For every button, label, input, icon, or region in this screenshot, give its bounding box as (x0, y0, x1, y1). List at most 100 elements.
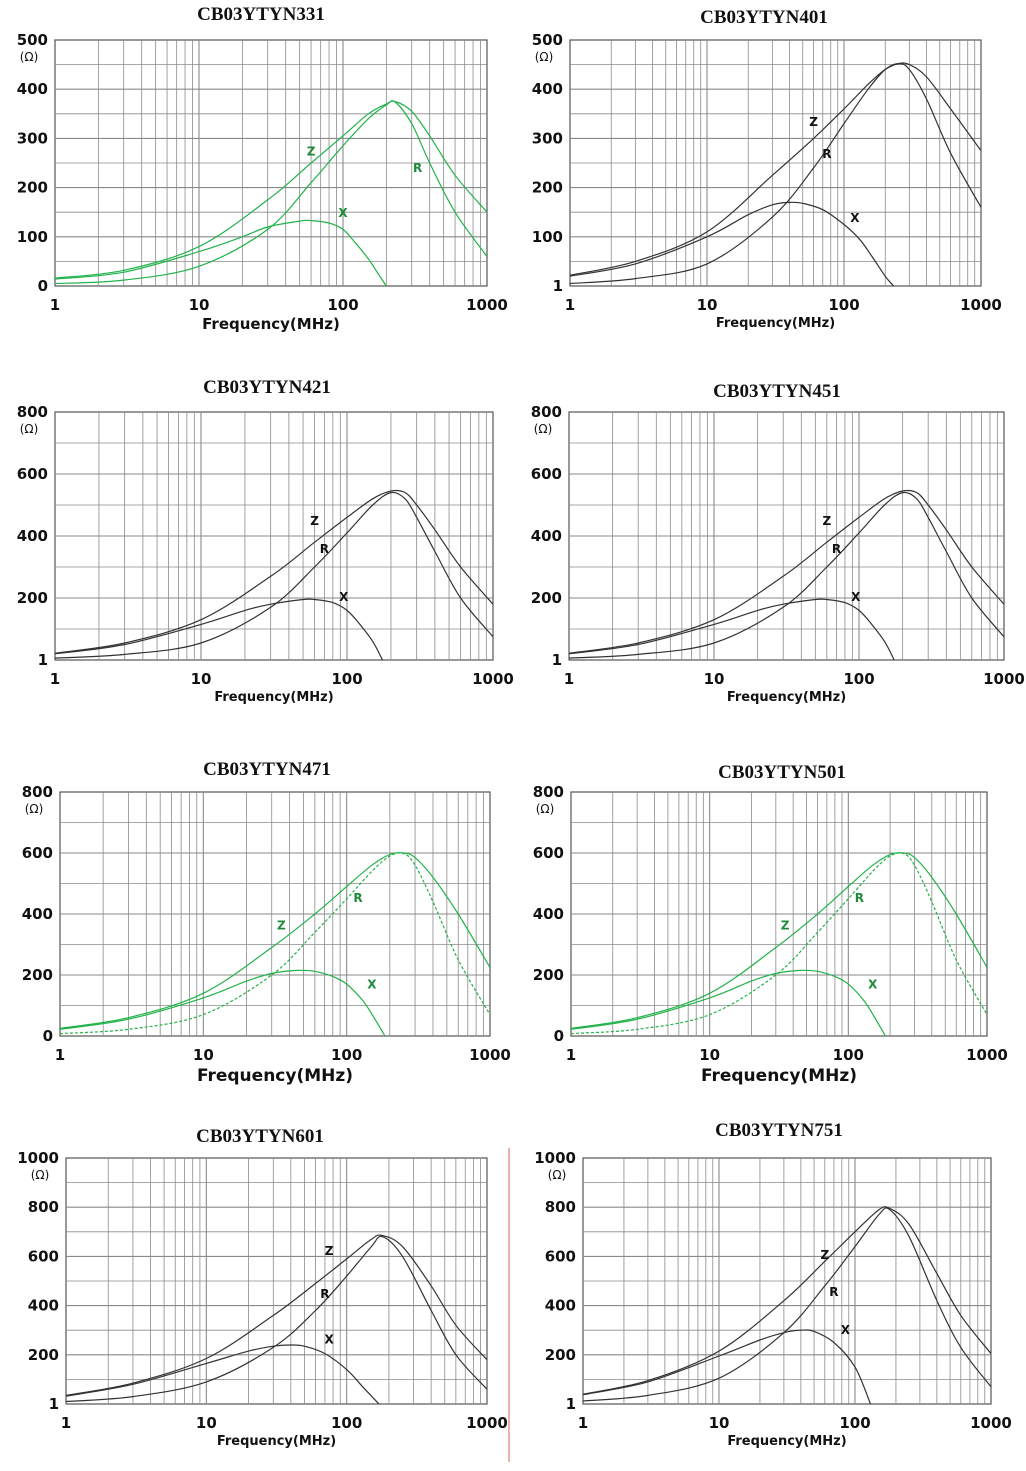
y-tick-label: 300 (532, 129, 563, 147)
curve-label-x: X (325, 1333, 335, 1347)
chart-title: CB03YTYN401 (700, 7, 828, 28)
x-axis-label: Frequency(MHz) (716, 316, 835, 331)
y-tick-label: 1 (566, 1395, 576, 1413)
chart-CB03YTYN401: CB03YTYN401 1 100 200 300 400 500(Ω) 1 10 100 1000… (532, 7, 1002, 331)
x-tick-label: 100 (843, 670, 874, 688)
chart-CB03YTYN451: CB03YTYN451 1 200 400 600 800(Ω) 1 10 100 1000 Fre… (531, 381, 1025, 705)
y-tick-label: 800 (531, 403, 562, 421)
x-tick-label: 10 (699, 1046, 720, 1064)
y-tick-label: 100 (17, 228, 48, 246)
y-tick-label: 800 (533, 783, 564, 801)
y-tick-label: 100 (532, 228, 563, 246)
y-unit-label: (Ω) (25, 802, 44, 816)
curve-label-z: Z (310, 514, 319, 528)
curve-r (55, 100, 487, 285)
curve-label-r: R (320, 1287, 329, 1301)
y-tick-label: 800 (17, 403, 48, 421)
curve-label-r: R (413, 161, 422, 175)
curve-label-x: X (339, 590, 349, 604)
y-tick-label: 800 (22, 783, 53, 801)
chart-title: CB03YTYN331 (197, 4, 325, 25)
x-tick-label: 100 (828, 296, 859, 314)
x-axis-label: Frequency(MHz) (214, 690, 333, 705)
chart-title: CB03YTYN601 (196, 1126, 324, 1147)
x-tick-label: 100 (331, 1046, 362, 1064)
x-tick-label: 10 (196, 1414, 217, 1432)
y-tick-label: 0 (43, 1027, 53, 1045)
y-unit-label: (Ω) (20, 50, 39, 64)
x-tick-label: 1 (50, 296, 60, 314)
chart-title: CB03YTYN471 (203, 759, 331, 780)
chart-title: CB03YTYN421 (203, 377, 331, 398)
y-tick-label: 200 (28, 1346, 59, 1364)
y-tick-label: 1 (49, 1395, 59, 1413)
curve-x (570, 201, 895, 286)
y-tick-label: 400 (545, 1297, 576, 1315)
x-tick-label: 10 (697, 296, 718, 314)
curve-label-z: Z (781, 918, 790, 932)
curve-label-r: R (353, 891, 362, 905)
curve-z (60, 852, 490, 1029)
curve-label-r: R (320, 542, 329, 556)
y-unit-label: (Ω) (20, 422, 39, 436)
y-tick-label: 1000 (534, 1149, 576, 1167)
x-tick-label: 1000 (469, 1046, 511, 1064)
curve-z (66, 1234, 487, 1396)
y-tick-label: 200 (531, 589, 562, 607)
y-tick-label: 200 (532, 179, 563, 197)
y-tick-label: 800 (545, 1198, 576, 1216)
curve-z (55, 489, 493, 654)
x-tick-label: 100 (331, 670, 362, 688)
x-tick-label: 100 (331, 1414, 362, 1432)
curve-r (571, 852, 987, 1035)
curve-x (55, 598, 384, 660)
x-tick-label: 1000 (960, 296, 1002, 314)
chart-title: CB03YTYN501 (718, 762, 846, 783)
x-tick-label: 1 (50, 670, 60, 688)
curve-label-r: R (832, 542, 841, 556)
curve-label-z: Z (820, 1248, 829, 1262)
curve-label-x: X (367, 978, 377, 992)
x-axis-label: Frequency(MHz) (727, 690, 846, 705)
curve-label-z: Z (822, 514, 831, 528)
y-tick-label: 1000 (17, 1149, 59, 1167)
x-tick-label: 10 (189, 296, 210, 314)
chart-title: CB03YTYN751 (715, 1120, 843, 1141)
y-tick-label: 1 (553, 277, 563, 295)
x-axis-label: Frequency(MHz) (202, 315, 340, 333)
y-tick-label: 600 (545, 1247, 576, 1265)
y-tick-label: 500 (532, 31, 563, 49)
y-tick-label: 500 (17, 31, 48, 49)
x-tick-label: 10 (193, 1046, 214, 1064)
y-tick-label: 400 (17, 527, 48, 545)
y-tick-label: 300 (17, 129, 48, 147)
x-axis-label: Frequency(MHz) (701, 1066, 857, 1086)
x-axis-label: Frequency(MHz) (217, 1434, 336, 1449)
x-tick-label: 1000 (966, 1046, 1008, 1064)
y-tick-label: 1 (552, 651, 562, 669)
x-tick-label: 10 (709, 1414, 730, 1432)
x-tick-label: 1000 (970, 1414, 1012, 1432)
x-tick-label: 1 (564, 670, 574, 688)
y-tick-label: 400 (533, 905, 564, 923)
y-tick-label: 600 (22, 844, 53, 862)
curve-label-r: R (829, 1285, 838, 1299)
x-tick-label: 1 (55, 1046, 65, 1064)
x-tick-label: 10 (704, 670, 725, 688)
curve-label-r: R (855, 891, 864, 905)
chart-CB03YTYN421: CB03YTYN421 1 200 400 600 800(Ω) 1 10 100 1000 Fre… (17, 377, 514, 705)
curve-z (583, 1206, 991, 1395)
curve-x (583, 1329, 872, 1404)
x-tick-label: 100 (833, 1046, 864, 1064)
y-unit-label: (Ω) (534, 422, 553, 436)
curve-label-x: X (850, 211, 860, 225)
curve-r (66, 1235, 487, 1403)
curve-label-z: Z (809, 115, 818, 129)
y-tick-label: 0 (38, 277, 48, 295)
y-unit-label: (Ω) (536, 802, 555, 816)
chart-CB03YTYN471: CB03YTYN471 0 200 400 600 800(Ω) 1 10 100 1000 Fre… (22, 759, 511, 1086)
curve-x (60, 969, 386, 1036)
x-axis-label: Frequency(MHz) (727, 1434, 846, 1449)
curve-label-z: Z (277, 918, 286, 932)
